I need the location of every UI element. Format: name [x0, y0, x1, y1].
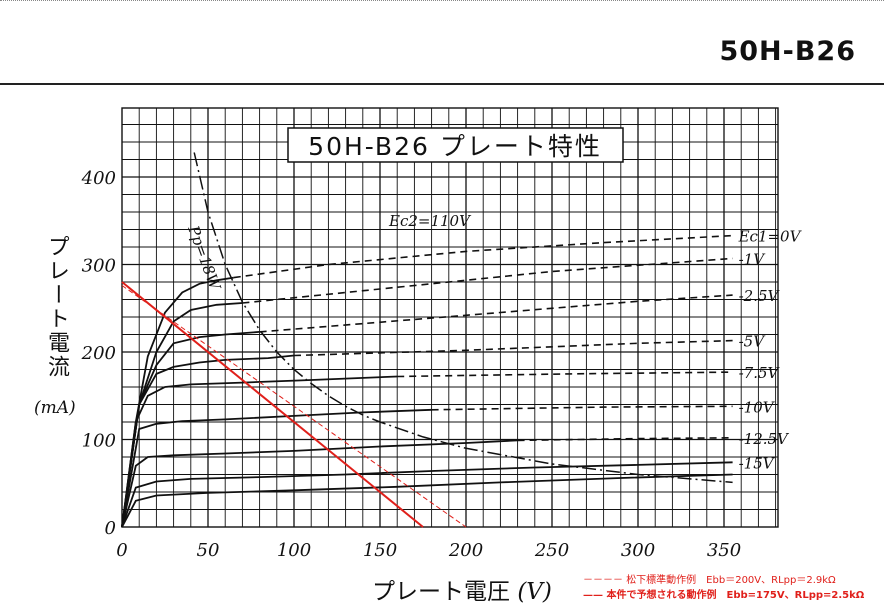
chart-title: 50H-B26 プレート特性: [308, 132, 602, 161]
y-tick-label: 300: [82, 256, 116, 277]
curve-label: -2.5V: [739, 287, 781, 305]
plate-curves: [121, 234, 733, 528]
plate-curve-dashed: [397, 371, 733, 378]
note-expected-operation: —— 本件で予想される動作例 Ebb=175V、RLpp=2.5kΩ: [583, 586, 864, 601]
y-axis-unit: (mA): [34, 398, 76, 418]
y-tick-label: 400: [81, 168, 116, 189]
note-expected-text: 本件で予想される動作例 Ebb=175V、RLpp=2.5kΩ: [606, 590, 865, 601]
plate-curve-solid: [121, 408, 432, 528]
curve-label: -7.5V: [739, 364, 781, 382]
plate-curve-dashed: [517, 437, 733, 442]
curve-label: -12.5V: [739, 430, 790, 448]
x-tick-label: 150: [363, 540, 397, 561]
dissipation-curve: [193, 152, 733, 484]
plate-curve-solid: [121, 461, 733, 528]
chart-title-box: [287, 127, 624, 163]
axis-ticks: 0 50 100 150 200 250 300 350 0 100 200 300 400: [81, 168, 742, 561]
load-lines: [121, 281, 467, 528]
y-tick-label: 100: [82, 431, 116, 452]
curve-label: -1V: [739, 250, 767, 268]
x-tick-label: 300: [621, 540, 655, 561]
y-tick-label: 200: [81, 343, 116, 364]
plate-curve-dashed: [431, 405, 733, 411]
plate-curve-dashed: [242, 257, 733, 304]
chart-grid: [121, 107, 779, 528]
x-tick-label: 350: [707, 540, 741, 561]
plate-curve-dashed: [293, 339, 733, 357]
plate-curve-solid: [121, 473, 733, 528]
plate-curve-solid: [121, 354, 295, 528]
header-rule: [0, 83, 884, 85]
plate-curve-solid: [121, 375, 398, 528]
x-tick-label: 250: [534, 540, 569, 561]
pp-18w-curve: [193, 152, 733, 484]
x-axis-title: プレート電圧 (V): [372, 572, 552, 606]
plate-curve-dashed: [259, 294, 733, 333]
plot-frame: [121, 107, 779, 528]
x-tick-label: 100: [277, 540, 311, 561]
condition-label: Ec2=110V: [388, 212, 472, 230]
load-line-expected: [121, 281, 424, 528]
page-title: 50H-B26: [719, 36, 856, 67]
plate-curve-dashed: [233, 234, 733, 279]
curve-label: -10V: [739, 398, 776, 416]
note-expected-prefix: ——: [583, 590, 603, 601]
load-line-standard: [121, 285, 467, 528]
note-standard-text: 松下標準動作例 Ebb＝200V、RLpp＝2.9kΩ: [626, 575, 836, 586]
curve-label: Ec1=0V: [738, 228, 803, 246]
note-standard-prefix: －－－－: [583, 575, 623, 586]
x-tick-label: 0: [116, 540, 127, 561]
curve-label: -5V: [739, 333, 767, 351]
x-axis-unit: (V): [517, 579, 552, 605]
plate-curve-solid: [121, 439, 518, 528]
dissipation-label: Pp=18W: [184, 222, 225, 293]
y-axis-title: プレート電流: [44, 235, 69, 379]
curve-labels: Ec1=0V -1V -2.5V -5V -7.5V -10V -12.5V -15V: [738, 228, 803, 473]
y-tick-label: 0: [105, 518, 116, 539]
curve-label: -15V: [739, 454, 776, 472]
x-tick-label: 50: [197, 540, 220, 561]
x-tick-label: 200: [448, 540, 483, 561]
x-axis-title-text: プレート電圧: [372, 579, 510, 605]
top-dotted-border: [0, 0, 884, 1]
note-standard-operation: －－－－ 松下標準動作例 Ebb＝200V、RLpp＝2.9kΩ: [583, 571, 836, 586]
